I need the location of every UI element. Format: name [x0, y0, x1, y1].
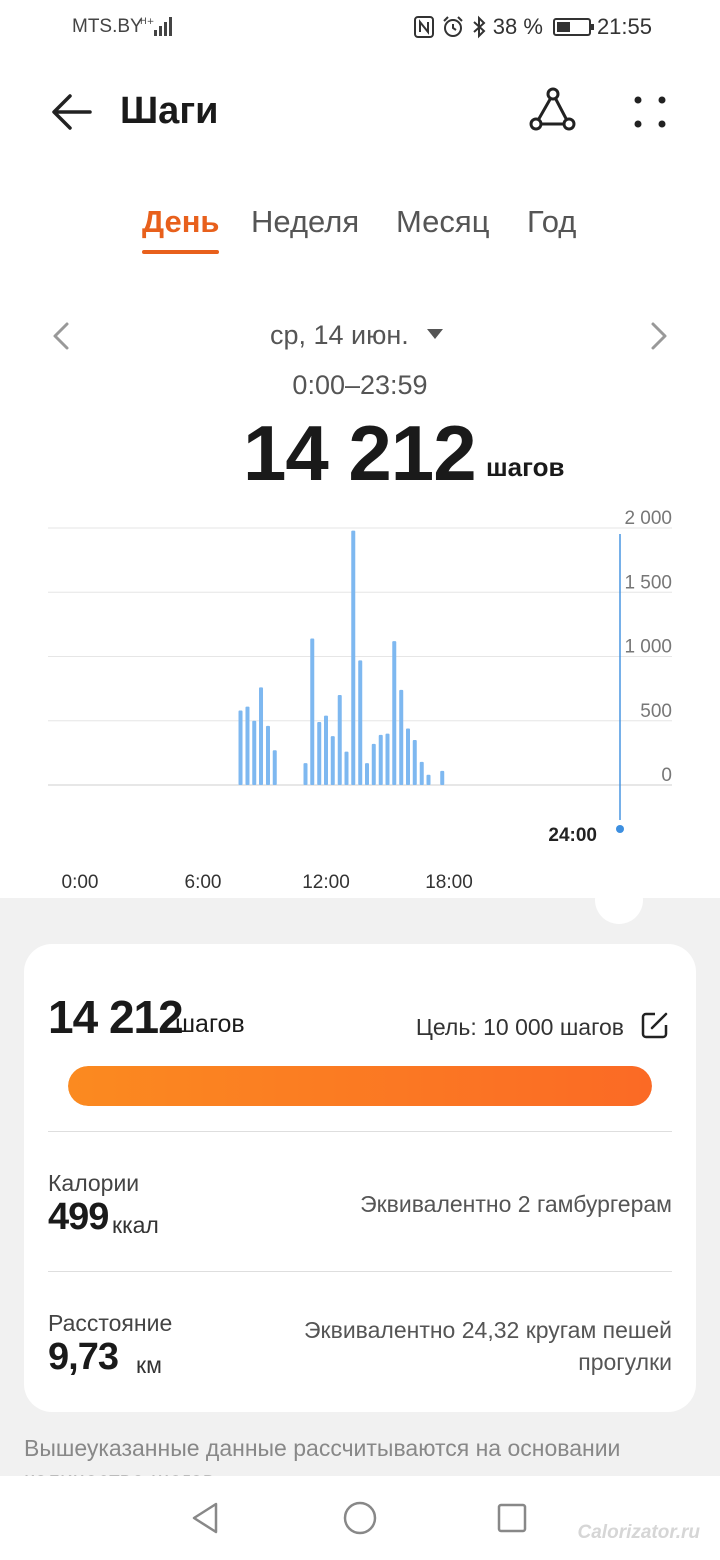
chart-bar [303, 763, 308, 785]
time-range: 0:00–23:59 [292, 370, 428, 400]
tab-week[interactable]: Неделя [251, 204, 360, 239]
calories-equivalent: Эквивалентно 2 гамбургерам [360, 1191, 672, 1217]
more-icon[interactable] [622, 84, 678, 140]
page-title: Шаги [120, 90, 219, 132]
total-steps-unit: шагов [486, 452, 565, 482]
nfc-icon [413, 16, 434, 38]
tab-day[interactable]: День [142, 204, 220, 239]
chart-bar [259, 687, 264, 785]
chart-bar [371, 743, 376, 785]
chart-y-tick-label: 1 500 [624, 572, 672, 593]
chart-bar [351, 530, 356, 785]
distance-value: 9,73 [48, 1336, 119, 1378]
carrier-label: MTS.BY [72, 16, 143, 37]
battery-percent: 38 % [492, 14, 543, 39]
chevron-right-icon[interactable] [644, 316, 674, 356]
chart-bar [419, 761, 424, 785]
chart-y-tick-label: 1 000 [624, 637, 672, 658]
chart-x-tick-label: 0:00 [62, 872, 99, 893]
calories-label: Калории [48, 1170, 140, 1196]
distance-unit: км [136, 1352, 162, 1378]
card-steps-value: 14 212 [48, 991, 184, 1043]
battery-icon [552, 18, 594, 36]
chart-drag-handle[interactable] [595, 876, 643, 924]
tab-month[interactable]: Месяц [396, 204, 490, 239]
chart-y-tick-label: 2 000 [624, 508, 672, 529]
chart-bar [337, 695, 342, 785]
alarm-icon [443, 16, 463, 37]
chart-bar [358, 660, 363, 785]
caret-down-icon[interactable] [427, 329, 443, 339]
goal-label: Цель: 10 000 шагов [415, 1014, 624, 1040]
edit-goal-icon[interactable] [640, 1010, 670, 1040]
period-tabs: День Неделя Месяц Год [0, 200, 720, 260]
chart-cursor-dot [616, 825, 624, 833]
chart-bar [310, 638, 315, 785]
chart-bar [385, 733, 390, 785]
date-selector: ср, 14 июн. [0, 312, 720, 360]
chart-x-tick-label: 12:00 [302, 872, 350, 893]
card-steps-unit: шагов [175, 1010, 245, 1038]
distance-equivalent: Эквивалентно 24,32 кругам пешей прогулки [304, 1314, 672, 1378]
chart-y-tick-label: 0 [661, 765, 672, 786]
chart-x-tick-label: 18:00 [425, 872, 473, 893]
app-bar: Шаги [0, 72, 720, 152]
status-icons: 38 % 21:55 [413, 14, 652, 40]
calories-value: 499 [48, 1196, 109, 1238]
chart-cursor-label: 24:00 [548, 825, 597, 846]
signal-icon: H+ [140, 17, 172, 36]
chart-bar [378, 734, 383, 785]
chart-bar [426, 774, 431, 785]
status-bar: MTS.BY H+ 38 % 21:55 [0, 0, 720, 56]
chevron-left-icon[interactable] [46, 316, 76, 356]
bluetooth-icon [473, 15, 486, 39]
nav-back-icon[interactable] [188, 1500, 224, 1536]
back-arrow-icon[interactable] [44, 84, 100, 140]
nav-recent-icon[interactable] [496, 1502, 528, 1534]
goal-progress-fill [68, 1066, 652, 1106]
chart-bar [238, 710, 243, 785]
goal-progress-bar [68, 1066, 652, 1106]
chart-bar [344, 751, 349, 785]
chart-bar [399, 689, 404, 785]
tab-year[interactable]: Год [527, 204, 577, 239]
distance-equivalent-line1: Эквивалентно 24,32 кругам пешей [304, 1317, 672, 1343]
chart-x-tick-label: 6:00 [185, 872, 222, 893]
chart-bar [245, 706, 250, 785]
nav-home-icon[interactable] [342, 1500, 378, 1536]
distance-label: Расстояние [48, 1310, 173, 1336]
calories-unit: ккал [112, 1212, 159, 1238]
tab-indicator [142, 250, 219, 254]
chart-bar [252, 720, 257, 785]
chart-bar [412, 740, 417, 785]
svg-text:H+: H+ [140, 17, 154, 27]
watermark: Calorizator.ru [577, 1522, 700, 1543]
system-nav-bar [0, 1476, 720, 1560]
clock: 21:55 [596, 14, 652, 39]
chart-bar [265, 725, 270, 785]
divider [48, 1271, 672, 1272]
chart-bar [392, 641, 397, 785]
summary-card: 14 212 шагов Цель: 10 000 шагов Калории … [24, 944, 696, 1412]
distance-equivalent-line2: прогулки [578, 1349, 672, 1375]
chart-bar [440, 770, 445, 785]
steps-chart[interactable]: 2 000 1 500 1 000 500 0 24:00 0:00 6:00 12:00 18:… [0, 500, 720, 900]
total-steps: 14 212 [243, 409, 477, 497]
chart-bar [272, 750, 277, 785]
chart-bar [330, 736, 335, 785]
chart-bar [406, 728, 410, 785]
share-icon[interactable] [524, 84, 580, 140]
chart-bar [324, 715, 328, 785]
chart-bar [365, 763, 369, 785]
date-dropdown[interactable]: ср, 14 июн. [270, 320, 409, 350]
divider [48, 1131, 672, 1132]
chart-bar [317, 722, 322, 785]
chart-y-tick-label: 500 [640, 701, 672, 722]
